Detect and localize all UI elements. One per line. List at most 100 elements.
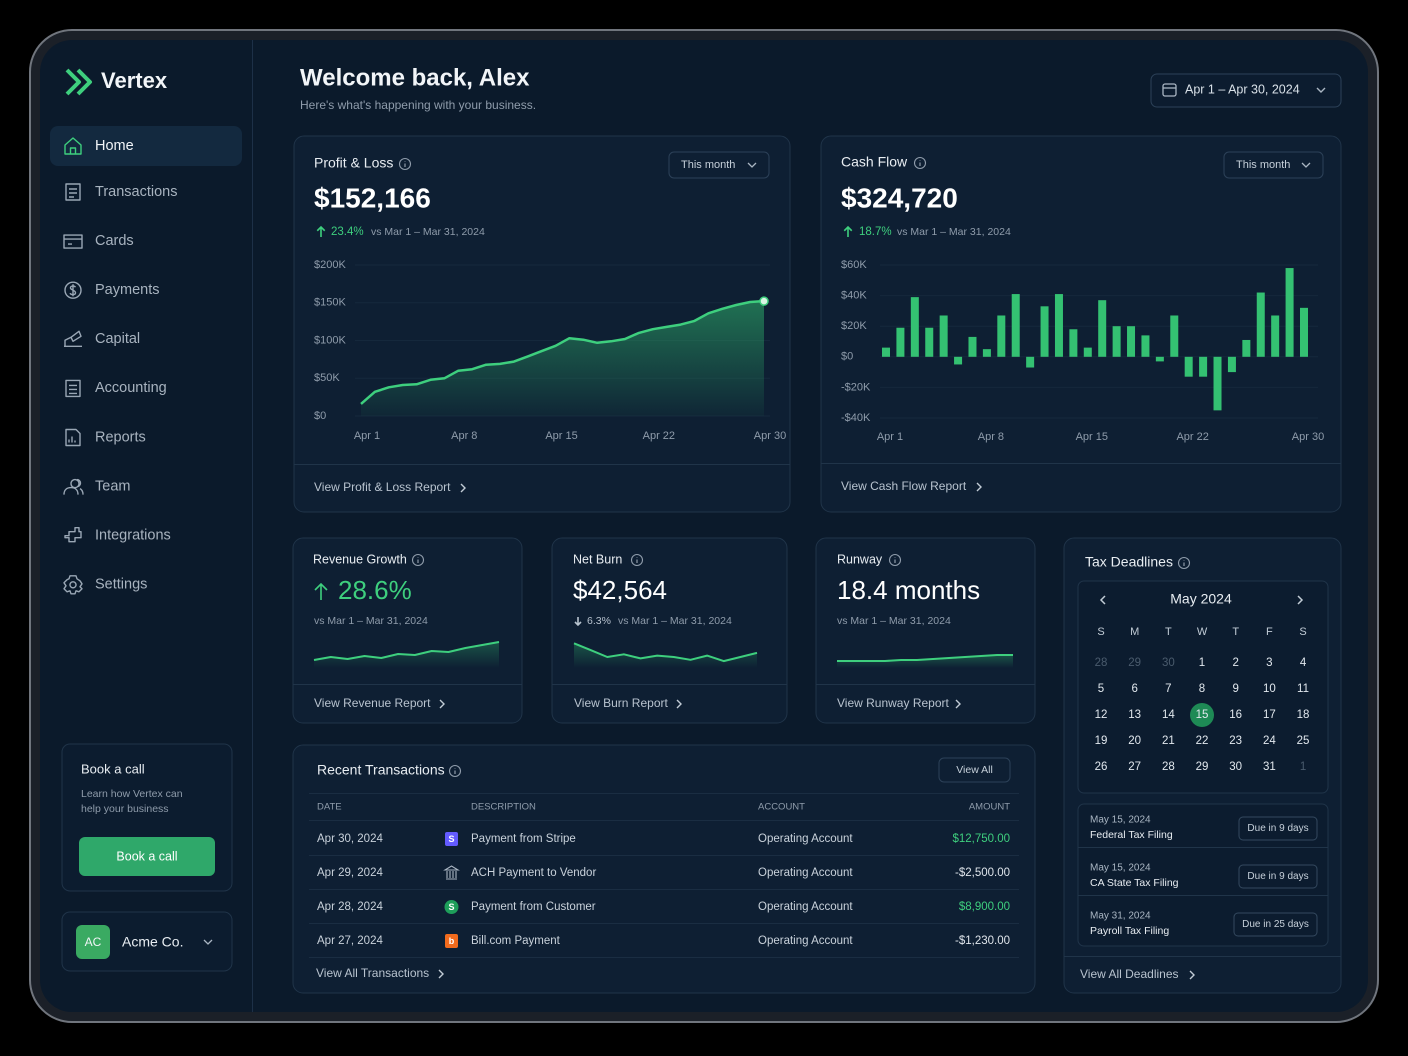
y-tick-label: $0	[841, 351, 853, 363]
metric: 28.6%	[338, 575, 412, 605]
nav-item[interactable]	[50, 418, 242, 458]
bar	[1285, 268, 1294, 357]
y-tick-label: $150K	[314, 297, 346, 309]
y-tick-label: -$40K	[841, 412, 871, 424]
book-call-text: Learn how Vertex can	[81, 788, 183, 800]
sparkline	[313, 641, 500, 661]
comparison: vs Mar 1 – Mar 31, 2024	[618, 615, 732, 627]
weekday: T	[1165, 626, 1172, 638]
bar	[1184, 356, 1193, 377]
calendar-day: 13	[1128, 709, 1141, 721]
period: This month	[681, 159, 735, 171]
nav-icon	[65, 379, 81, 398]
nav-icon	[63, 478, 84, 495]
column-header: DESCRIPTION	[471, 802, 536, 813]
card-title: Recent Transactions	[317, 762, 445, 778]
calendar-next[interactable]	[1297, 595, 1304, 605]
period-dropdown[interactable]	[668, 151, 770, 179]
bar	[954, 356, 963, 365]
transaction-account: Operating Account	[758, 833, 853, 845]
x-tick-label: Apr 1	[354, 430, 380, 442]
calendar-day: 12	[1095, 709, 1108, 721]
info-icon	[1177, 556, 1191, 570]
account-name: Acme Co.	[122, 934, 183, 950]
card-link: View All Deadlines	[1080, 967, 1179, 981]
period: This month	[1236, 159, 1290, 171]
transaction-description: Payment from Customer	[471, 901, 596, 913]
y-tick-label: $40K	[841, 290, 867, 302]
calendar-day: 3	[1266, 657, 1272, 669]
nav-item[interactable]	[50, 221, 242, 261]
deadline-name: Federal Tax Filing	[1090, 829, 1173, 841]
nav-label: Payments	[95, 282, 159, 298]
book-call-button[interactable]	[79, 837, 215, 876]
weekday: M	[1130, 626, 1139, 638]
end-point	[759, 296, 769, 306]
card-link: View Revenue Report	[314, 696, 431, 710]
calendar-day: 6	[1131, 683, 1137, 695]
transaction-amount: $12,750.00	[952, 833, 1010, 845]
nav-label: Reports	[95, 429, 146, 445]
x-tick-label: Apr 30	[754, 430, 786, 442]
calendar-day-selected: 15	[1196, 709, 1209, 721]
metric: $42,564	[573, 575, 667, 605]
nav-item-active[interactable]	[50, 126, 242, 166]
bar	[1242, 339, 1251, 357]
deadline-name: CA State Tax Filing	[1090, 877, 1179, 889]
selected-day	[1190, 703, 1215, 727]
view-all-label: View All	[956, 764, 993, 776]
line	[360, 299, 765, 405]
transaction-date: Apr 28, 2024	[317, 901, 383, 913]
calendar-prev[interactable]	[1099, 595, 1106, 605]
calendar-box	[1077, 580, 1329, 794]
period-dropdown[interactable]	[1223, 151, 1324, 179]
bar	[910, 297, 919, 357]
calendar-day: 2	[1232, 657, 1238, 669]
nav-icon	[64, 527, 82, 543]
nav-label: Transactions	[95, 184, 177, 200]
bar	[1170, 315, 1179, 357]
book-call-button-label: Book a call	[116, 849, 177, 863]
metric: 18.4 months	[837, 575, 980, 605]
bar	[1256, 292, 1265, 357]
area	[361, 301, 764, 416]
nav-label: Integrations	[95, 528, 171, 544]
card-title: Runway	[837, 552, 883, 566]
calendar-day: 21	[1162, 735, 1175, 747]
calendar-day: 10	[1263, 683, 1276, 695]
bar	[982, 349, 991, 357]
calendar-day: 20	[1128, 735, 1141, 747]
transaction-date: Apr 30, 2024	[317, 833, 383, 845]
date-range-button[interactable]	[1150, 73, 1342, 108]
bar	[968, 336, 977, 357]
nav-item[interactable]	[50, 319, 242, 359]
chevron-down	[203, 939, 213, 945]
sparkline-area	[837, 655, 1013, 668]
chevron-right	[676, 699, 682, 709]
merchant-icon-letter: S	[448, 834, 454, 844]
bar	[1069, 329, 1078, 357]
metric: $324,720	[841, 182, 958, 213]
chevron-down	[747, 162, 757, 168]
metric: $152,166	[314, 182, 431, 213]
account-initials: AC	[85, 935, 102, 949]
due-badge	[1238, 864, 1318, 889]
comparison: vs Mar 1 – Mar 31, 2024	[897, 226, 1011, 238]
arrow-up	[843, 225, 853, 237]
nav-icon	[64, 281, 82, 299]
card	[815, 537, 1036, 724]
bar	[1141, 335, 1150, 357]
y-tick-label: $100K	[314, 334, 346, 346]
info-icon	[888, 553, 902, 567]
column-header: ACCOUNT	[758, 802, 805, 813]
due-badge	[1233, 912, 1318, 937]
transaction-amount: -$2,500.00	[955, 867, 1010, 879]
calendar-day: 8	[1199, 683, 1205, 695]
y-tick-label: $20K	[841, 320, 867, 332]
y-tick-label: $0	[314, 410, 326, 422]
nav-label: Capital	[95, 331, 140, 347]
page-title: Welcome back, Alex	[300, 64, 530, 91]
view-all-button[interactable]	[938, 757, 1011, 783]
x-tick-label: Apr 22	[643, 430, 675, 442]
nav-icon	[65, 183, 81, 201]
